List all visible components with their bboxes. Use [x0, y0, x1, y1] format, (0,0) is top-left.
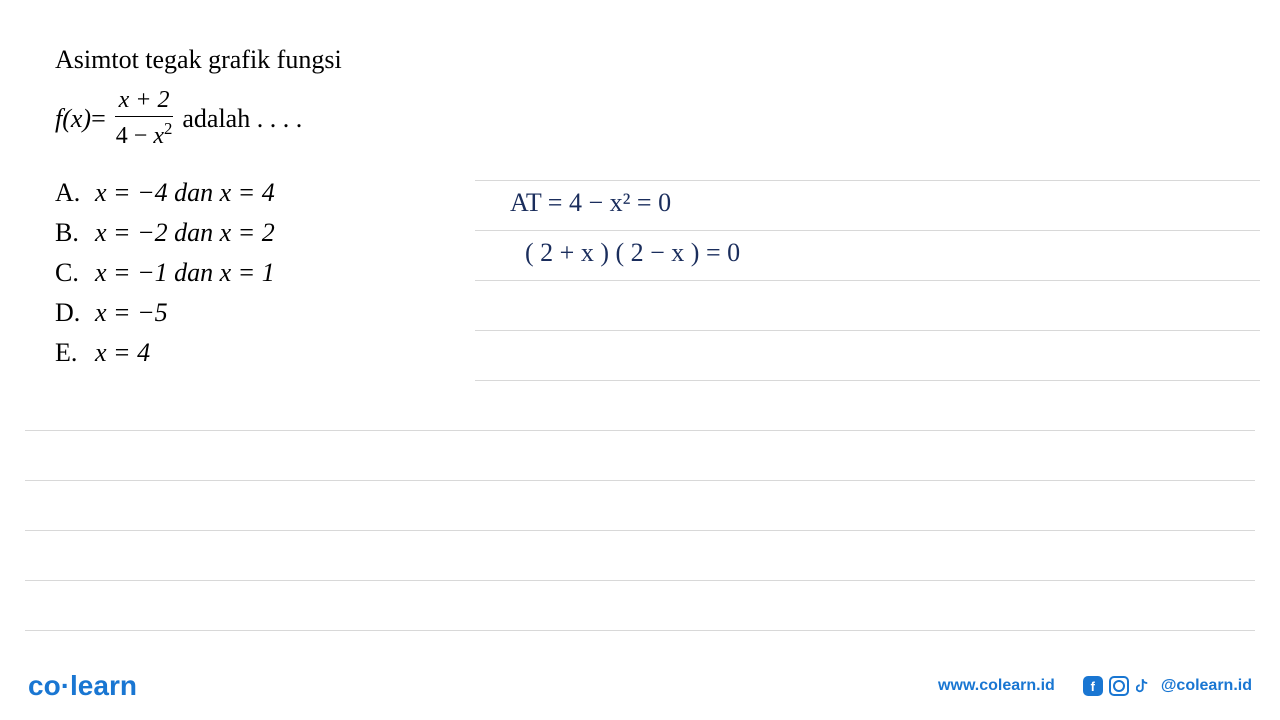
option-letter: C.	[55, 258, 95, 288]
fx-symbol: f(x)	[55, 104, 91, 134]
fraction: x + 2 4 − x2	[112, 87, 177, 150]
handwritten-line2: ( 2 + x ) ( 2 − x ) = 0	[525, 238, 740, 268]
facebook-icon: f	[1083, 676, 1103, 696]
option-e: E. x = 4	[55, 338, 1225, 368]
option-text: x = 4	[95, 338, 150, 368]
question-formula: f(x) = x + 2 4 − x2 adalah . . . .	[55, 87, 1225, 150]
question-after: adalah . . . .	[182, 104, 302, 134]
option-text: x = −2 dan x = 2	[95, 218, 275, 248]
denominator: 4 − x2	[112, 117, 177, 150]
tiktok-icon	[1135, 676, 1155, 696]
option-letter: E.	[55, 338, 95, 368]
content-area: Asimtot tegak grafik fungsi f(x) = x + 2…	[0, 0, 1280, 368]
option-d: D. x = −5	[55, 298, 1225, 328]
footer: co·learn www.colearn.id f @colearn.id	[0, 670, 1280, 702]
social-handle: @colearn.id	[1161, 677, 1252, 695]
footer-url: www.colearn.id	[938, 677, 1055, 695]
option-text: x = −5	[95, 298, 168, 328]
option-letter: D.	[55, 298, 95, 328]
numerator: x + 2	[115, 87, 174, 117]
question-line1: Asimtot tegak grafik fungsi	[55, 40, 1225, 79]
option-text: x = −4 dan x = 4	[95, 178, 275, 208]
social-block: f @colearn.id	[1083, 676, 1252, 696]
footer-right: www.colearn.id f @colearn.id	[938, 676, 1252, 696]
instagram-icon	[1109, 676, 1129, 696]
handwritten-line1: AT = 4 − x² = 0	[510, 188, 671, 218]
logo: co·learn	[28, 670, 137, 702]
option-text: x = −1 dan x = 1	[95, 258, 275, 288]
equals-sign: =	[91, 104, 106, 134]
option-letter: B.	[55, 218, 95, 248]
option-letter: A.	[55, 178, 95, 208]
